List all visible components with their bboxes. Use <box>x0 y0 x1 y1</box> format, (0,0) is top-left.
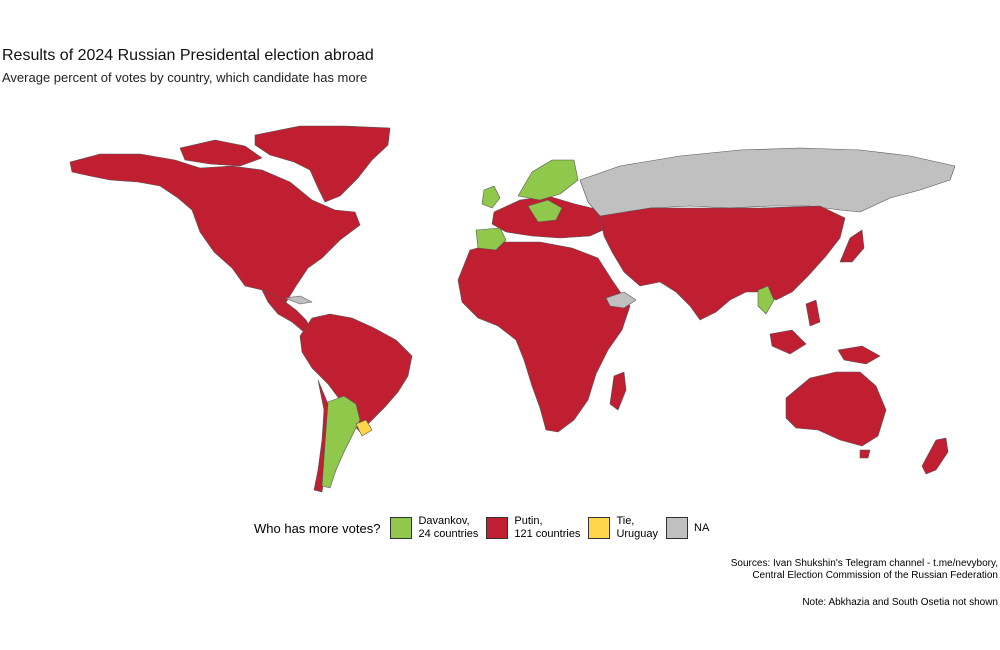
region-new-guinea <box>837 345 881 365</box>
legend-item-na: NA <box>666 517 709 539</box>
legend-label-na: NA <box>694 521 710 534</box>
source-line-2: Central Election Commission of the Russi… <box>752 570 998 581</box>
legend: Who has more votes? Davankov, 24 countri… <box>254 515 717 541</box>
map-title: Results of 2024 Russian Presidental elec… <box>2 47 374 64</box>
region-central-europe <box>527 199 563 223</box>
region-asia <box>599 205 846 321</box>
region-arctic-islands <box>179 139 263 167</box>
region-north-america <box>69 153 361 315</box>
region-vietnam <box>757 285 775 315</box>
region-se-asia <box>769 329 807 355</box>
region-greenland <box>254 125 391 203</box>
legend-key-davankov <box>390 517 413 539</box>
legend-key-na <box>666 517 689 539</box>
region-south-america <box>299 313 413 433</box>
source-note: Sources: Ivan Shukshin's Telegram channe… <box>731 558 998 582</box>
legend-label-davankov: Davankov, 24 countries <box>418 515 479 540</box>
region-africa <box>457 241 631 433</box>
legend-title: Who has more votes? <box>254 520 381 536</box>
footnote: Note: Abkhazia and South Osetia not show… <box>802 597 998 608</box>
map-subtitle: Average percent of votes by country, whi… <box>2 70 368 85</box>
legend-label-tie: Tie, Uruguay <box>616 515 659 540</box>
region-tasmania <box>859 449 871 459</box>
region-caribbean <box>284 295 313 305</box>
legend-item-tie: Tie, Uruguay <box>588 515 658 541</box>
region-arabia-na <box>605 291 637 309</box>
source-line-1: Sources: Ivan Shukshin's Telegram channe… <box>730 558 998 569</box>
region-philippines <box>805 299 821 327</box>
legend-item-putin: Putin, 121 countries <box>486 515 580 541</box>
legend-label-putin: Putin, 121 countries <box>514 515 581 540</box>
region-russia <box>579 147 956 217</box>
region-japan <box>839 229 865 263</box>
legend-key-tie <box>588 517 611 539</box>
region-australia <box>785 371 887 447</box>
region-argentina <box>321 395 361 489</box>
region-iberia <box>475 227 507 251</box>
legend-key-putin <box>486 517 509 539</box>
region-madagascar <box>609 371 627 411</box>
region-uruguay <box>355 419 373 437</box>
region-scandinavia <box>517 159 579 201</box>
legend-item-davankov: Davankov, 24 countries <box>390 515 478 541</box>
region-uk <box>481 185 501 209</box>
region-new-zealand <box>921 437 949 475</box>
